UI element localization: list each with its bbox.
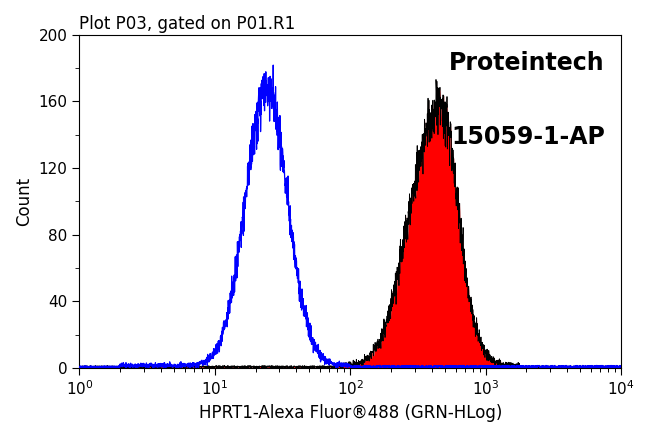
X-axis label: HPRT1-Alexa Fluor®488 (GRN-HLog): HPRT1-Alexa Fluor®488 (GRN-HLog) — [199, 404, 502, 422]
Y-axis label: Count: Count — [15, 177, 33, 226]
Text: Plot P03, gated on P01.R1: Plot P03, gated on P01.R1 — [79, 15, 296, 33]
Text: Proteintech: Proteintech — [449, 51, 605, 75]
Text: 15059-1-AP: 15059-1-AP — [451, 125, 605, 149]
